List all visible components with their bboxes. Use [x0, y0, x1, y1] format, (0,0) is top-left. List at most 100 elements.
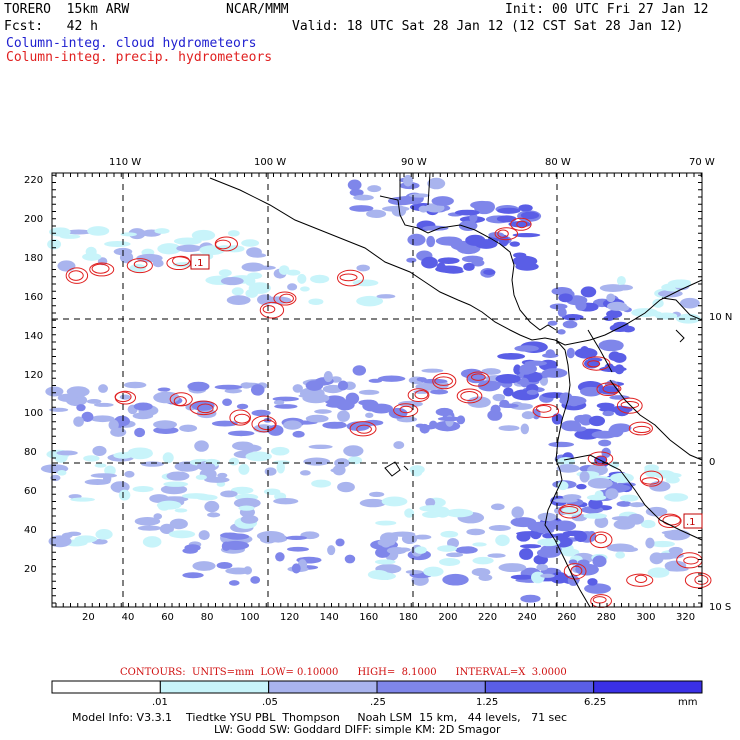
cloud-patch [603, 315, 615, 321]
precip-contour [89, 262, 115, 277]
cloud-patch [435, 265, 463, 273]
precip-legend: Column-integ. precip. hydrometeors [6, 50, 273, 65]
cloud-patch [362, 399, 379, 412]
precip-contour [279, 293, 294, 304]
cloud-patch [585, 302, 598, 311]
precip-contour [632, 425, 651, 434]
coastlines [209, 172, 703, 608]
model-title: TORERO 15km ARW [4, 2, 130, 17]
precip-contour [337, 269, 364, 287]
cloud-patch [407, 233, 426, 246]
cloud-patch [477, 379, 501, 392]
precip-contour [456, 388, 483, 404]
cloud-patch [323, 371, 333, 383]
cloud-patch [479, 201, 496, 213]
cloud-patch [562, 494, 582, 500]
cloud-patch [664, 552, 684, 559]
cloud-patch [270, 446, 290, 456]
cloud-patch [679, 297, 700, 309]
cloud-patch [537, 512, 557, 522]
cloud-patch [466, 528, 486, 536]
colorbar-swatch [593, 680, 703, 694]
cloud-patch [250, 576, 261, 584]
cloud-patch [95, 529, 113, 540]
cloud-patch [586, 494, 607, 501]
cloud-patch [192, 561, 216, 571]
cloud-patch [222, 398, 232, 407]
cloud-patch [423, 566, 444, 577]
lat-lon-grid [52, 173, 702, 607]
precip-contour [114, 390, 137, 405]
cloud-patch [557, 307, 567, 318]
cloud-patch [353, 194, 374, 201]
cloud-patch [231, 287, 244, 296]
cloud-patch [220, 276, 244, 286]
cloud-patch [227, 230, 240, 237]
precip-contour [510, 217, 532, 231]
cloud-patch [575, 563, 599, 576]
x-tick-label: 280 [596, 612, 616, 623]
cloud-patch [435, 407, 454, 417]
x-tick-label: 200 [438, 612, 458, 623]
cloud-patch [191, 400, 215, 411]
cloud-patch [405, 569, 423, 575]
cloud-patch [251, 409, 271, 417]
cloud-patch [422, 511, 442, 518]
cloud-patch [168, 530, 196, 539]
cloud-patch [191, 229, 216, 241]
cloud-patch [292, 430, 305, 438]
precip-contour [634, 574, 648, 584]
cloud-patch [76, 404, 86, 412]
cloud-patch [393, 441, 405, 450]
cloud-patch [133, 402, 153, 411]
colorbar-unit: mm [678, 697, 698, 708]
cloud-patch [559, 392, 573, 403]
cloud-patch [74, 535, 98, 543]
x-tick-label: 20 [82, 612, 95, 623]
cloud-patch [472, 542, 487, 547]
cloud-patch [440, 530, 459, 538]
x-tick-label: 120 [280, 612, 300, 623]
lat-label: 0 [709, 457, 716, 468]
cloud-patch [166, 471, 190, 481]
cloud-patch [467, 396, 491, 408]
cloud-patch [374, 559, 396, 565]
cloud-patch [377, 375, 406, 382]
contours-line: CONTOURS: UNITS=mm LOW= 0.10000 HIGH= 8.… [120, 667, 567, 678]
cloud-patch [137, 525, 162, 531]
cloud-patch [322, 421, 347, 429]
precip-contour [587, 451, 614, 466]
precip-contour [532, 403, 560, 418]
cloud-patch [411, 467, 423, 477]
cloud-patch [241, 262, 265, 272]
precip-contour [594, 533, 607, 544]
cloud-patch [246, 247, 262, 258]
cloud-patch [386, 546, 407, 555]
precip-contour [639, 470, 663, 487]
cloud-patch [542, 353, 559, 358]
cloud-patch [560, 548, 580, 557]
cloud-patch [335, 399, 355, 411]
cloud-patch [387, 196, 416, 206]
cloud-patch [526, 389, 539, 395]
cloud-patch [218, 269, 232, 277]
cloud-patch [551, 286, 573, 296]
precip-contour [189, 400, 218, 416]
cloud-patch [285, 535, 308, 541]
cloud-patch [495, 534, 510, 547]
cloud-patch [584, 583, 612, 594]
lon-label: 80 W [545, 157, 571, 168]
cloud-patch [356, 264, 370, 272]
cloud-patch [524, 360, 547, 366]
cloud-patch [220, 490, 238, 498]
cloud-patch [132, 486, 154, 493]
cloud-patch [204, 476, 230, 483]
cloud-patch [368, 491, 385, 497]
cloud-patch [583, 513, 608, 519]
cloud-patch [557, 329, 566, 335]
colorbar-swatch [376, 680, 486, 694]
precip-contour [694, 574, 709, 585]
cloud-patch [497, 207, 521, 214]
x-tick-label: 300 [636, 612, 656, 623]
precip-contour [602, 383, 622, 394]
